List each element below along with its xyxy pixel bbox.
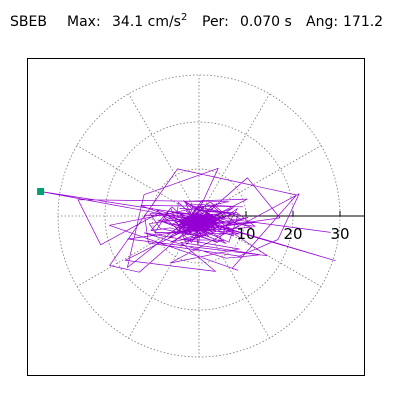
- motion-trace: [40, 167, 336, 273]
- ang-value: 171.2: [343, 14, 384, 30]
- grid-spoke-120: [128, 93, 200, 217]
- grid-spoke-300: [198, 215, 270, 339]
- radial-tick-label-30: 30: [330, 225, 349, 243]
- ang-label: Ang:: [306, 14, 339, 30]
- radial-tick-labels: 10 20 30: [236, 225, 349, 243]
- grid-spoke-240: [128, 215, 200, 339]
- grid-spoke-210: [76, 215, 200, 287]
- grid-spoke-30: [198, 145, 322, 217]
- hodogram-trace-path: [40, 167, 336, 273]
- plot-frame: 10 20 30: [27, 58, 365, 376]
- radial-tick-label-20: 20: [283, 225, 302, 243]
- grid-spoke-150: [76, 145, 200, 217]
- per-value: 0.070 s: [240, 14, 292, 30]
- grid-spoke-60: [198, 93, 270, 217]
- max-amplitude-marker: [37, 187, 45, 195]
- polar-hodogram-chart: 10 20 30: [37, 74, 364, 358]
- per-label: Per:: [202, 14, 229, 30]
- max-unit-exponent: 2: [180, 12, 188, 23]
- max-value: 34.1 cm/s2: [112, 12, 188, 31]
- plot-header: SBEB Max: 34.1 cm/s2 Per: 0.070 s Ang: 1…: [0, 12, 400, 38]
- polar-grid: [57, 74, 341, 358]
- max-marker-layer: [37, 187, 45, 195]
- radial-tick-label-10: 10: [236, 225, 255, 243]
- station-code: SBEB: [10, 14, 47, 30]
- max-label: Max:: [67, 14, 101, 30]
- max-value-number: 34.1 cm/s: [112, 14, 181, 30]
